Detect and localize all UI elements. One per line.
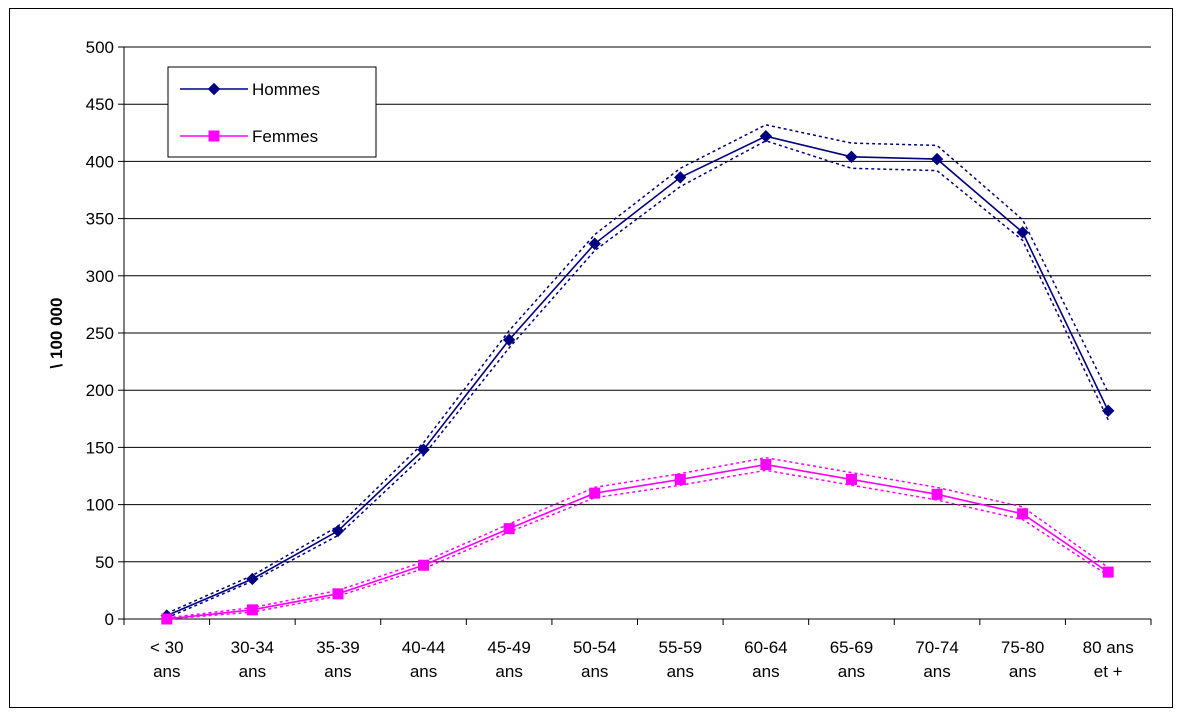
legend-items: Hommes Femmes [180,80,320,146]
diamond-marker [759,130,773,143]
diamond-marker [845,150,858,164]
axes [118,46,1152,625]
ci-upper-femmes [166,456,1109,619]
diamond-marker [331,524,345,538]
y-tick-label: 50 [95,553,114,572]
x-tick-label-line: 30-34 [231,638,274,657]
x-tick-label-line: 50-54 [573,638,616,657]
diamond-marker [246,572,259,586]
diamond-marker [502,333,516,347]
series-markers [160,130,1115,625]
x-tick-label-line: < 30 [150,638,184,657]
y-tick-label: 150 [86,438,114,457]
diamond-marker [674,171,687,184]
y-axis-title: \ 100 000 [47,298,66,369]
square-marker [161,613,173,625]
legend: Hommes Femmes [167,66,377,158]
x-tick-label-line: 35-39 [316,638,359,657]
x-tick-label-line: ans [581,662,608,681]
x-tick-label-line: et + [1094,662,1123,681]
y-tick-label: 450 [86,95,114,114]
x-tick-label-line: 70-74 [915,638,958,657]
x-tick-label: 75-80 ans [1001,638,1044,681]
x-tick-label-line: 60-64 [744,638,787,657]
square-marker [589,487,601,499]
square-marker [246,604,258,616]
y-tick-label: 300 [86,267,114,286]
ci-lower-hommes [166,139,1109,619]
x-tick-label-line: ans [1009,662,1036,681]
y-tick-label: 250 [86,324,114,343]
x-tick-label-line: 45-49 [487,638,530,657]
y-tick-label: 500 [86,38,114,57]
x-tick-label: 55-59 ans [659,638,702,681]
x-tick-label-line: ans [495,662,522,681]
x-tick-label-line: 80 ans [1083,638,1134,657]
ci-upper-hommes [166,124,1109,614]
legend-label-hommes: Hommes [252,80,320,99]
x-tick-label: 35-39 ans [316,638,359,681]
x-tick-label-line: ans [752,662,779,681]
diamond-marker [1016,226,1029,239]
series-line-hommes [166,135,1109,617]
legend-label-femmes: Femmes [252,127,318,146]
x-tick-label-line: ans [410,662,437,681]
square-marker [208,130,220,142]
y-tick-label: 200 [86,381,114,400]
square-marker [931,488,943,500]
x-tick-label-line: ans [153,662,180,681]
diamond-marker [930,152,944,166]
y-tick-label: 350 [86,210,114,229]
series-lines [166,135,1109,620]
y-tick-label: 100 [86,496,114,515]
x-tick-label: 65-69 ans [830,638,873,681]
y-tick-label: 0 [105,610,114,629]
x-tick-label-line: ans [239,662,266,681]
diamond-marker [207,82,221,96]
x-tick-label-line: ans [667,662,694,681]
x-tick-label-line: ans [923,662,950,681]
square-marker [845,473,857,485]
diamond-marker [588,237,601,250]
diamond-marker [417,443,430,456]
x-tick-label-line: 40-44 [402,638,445,657]
square-marker [1017,508,1029,520]
square-marker [760,459,772,471]
ci-lower-femmes [166,469,1109,620]
x-tick-label: 30-34 ans [231,638,274,681]
x-tick-label-line: ans [838,662,865,681]
x-tick-label-line: ans [324,662,351,681]
x-tick-label: < 30 ans [150,638,184,681]
confidence-bands [166,124,1109,620]
series-line-femmes [166,463,1109,620]
x-tick-label: 80 ans et + [1083,638,1134,681]
x-tick-label-line: 75-80 [1001,638,1044,657]
legend-box [167,66,377,158]
x-tick-label: 70-74 ans [915,638,958,681]
x-tick-label-line: 55-59 [659,638,702,657]
x-tick-label: 50-54 ans [573,638,616,681]
y-tick-label: 400 [86,152,114,171]
square-marker [1102,566,1114,578]
x-tick-label: 60-64 ans [744,638,787,681]
x-tick-label: 45-49 ans [487,638,530,681]
diamond-marker [1102,404,1115,417]
chart-area: 0 50 100 150 200 250 300 350 400 450 500 < 30 ans 30-… [9,8,1173,708]
gridlines [124,46,1151,620]
square-marker [332,588,344,600]
square-marker [674,473,686,485]
square-marker [503,523,515,535]
square-marker [418,559,430,571]
x-tick-label-line: 65-69 [830,638,873,657]
x-tick-label: 40-44 ans [402,638,445,681]
